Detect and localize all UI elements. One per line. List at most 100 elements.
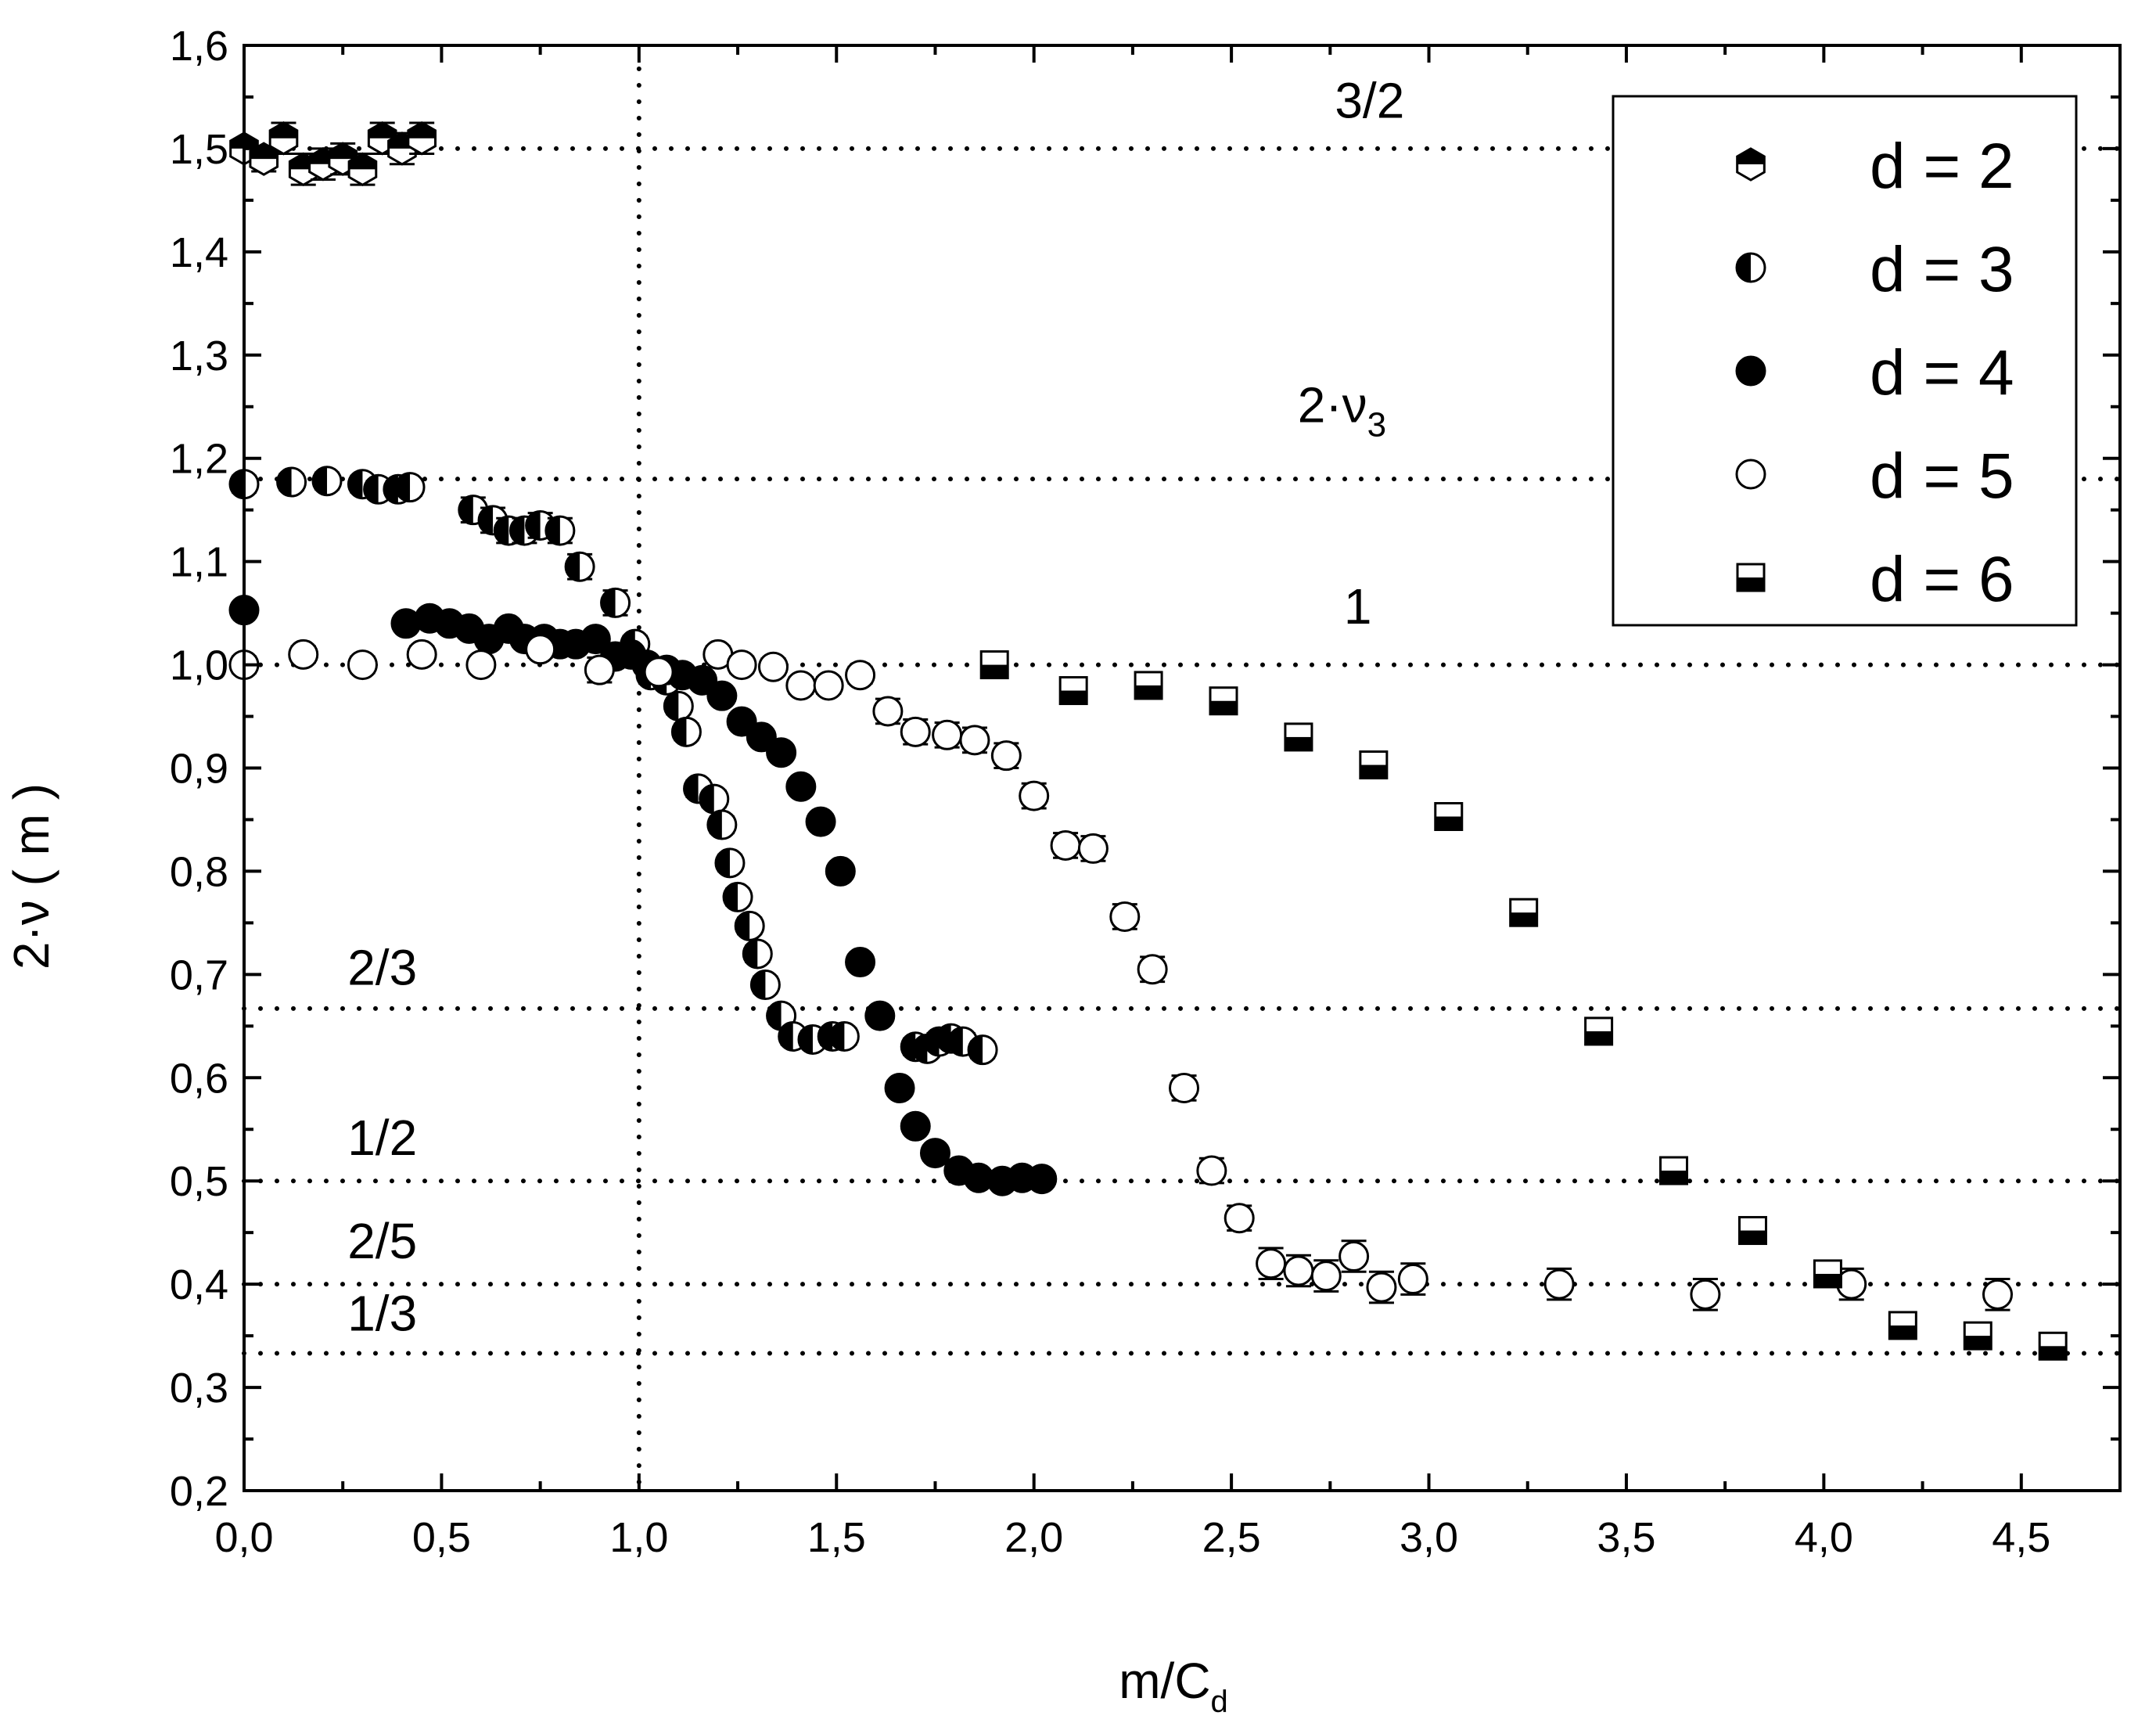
x-axis-title: m/Cd xyxy=(1119,1653,1228,1719)
marker-shape xyxy=(347,649,378,681)
marker-fill xyxy=(383,475,398,504)
data-point xyxy=(406,639,437,670)
marker-fill xyxy=(1814,1273,1842,1287)
marker-shape xyxy=(845,660,876,691)
marker-shape xyxy=(864,1000,896,1031)
legend-marker xyxy=(1735,355,1766,387)
marker-fill xyxy=(684,774,699,803)
marker-fill xyxy=(948,1027,963,1056)
legend: d = 2 d = 3 d = 4 d = 5 d = 6 xyxy=(1612,95,2078,627)
legend-marker xyxy=(1736,147,1766,182)
marker-shape xyxy=(1224,1203,1255,1234)
data-point xyxy=(932,719,963,750)
data-point xyxy=(979,650,1009,680)
marker-fill xyxy=(1737,577,1764,591)
data-point xyxy=(564,551,595,582)
data-point xyxy=(714,847,746,879)
marker-fill xyxy=(724,883,738,912)
marker-shape xyxy=(1690,1279,1721,1310)
marker-shape xyxy=(1543,1268,1575,1300)
data-point xyxy=(1137,954,1168,985)
marker-fill xyxy=(545,516,560,545)
data-point xyxy=(805,806,836,837)
marker-shape xyxy=(1169,1072,1200,1103)
marker-fill xyxy=(936,1024,951,1053)
marker-fill xyxy=(1660,1171,1687,1185)
data-point xyxy=(864,1000,896,1031)
y-tick-label: 1,4 xyxy=(170,229,228,276)
marker-shape xyxy=(525,634,556,665)
x-tick-label: 1,5 xyxy=(807,1514,866,1561)
data-point xyxy=(726,649,757,681)
marker-shape xyxy=(1256,1248,1287,1279)
data-point xyxy=(643,657,674,688)
data-point xyxy=(1737,1216,1767,1246)
data-point xyxy=(525,634,556,665)
marker-fill xyxy=(925,1027,940,1056)
marker-fill xyxy=(230,469,244,498)
x-tick-label: 1,0 xyxy=(609,1514,668,1561)
marker-fill xyxy=(479,505,494,534)
y-tick-label: 1,0 xyxy=(170,642,228,689)
legend-label: d = 3 xyxy=(1870,234,2014,305)
x-tick-label: 4,0 xyxy=(1795,1514,1853,1561)
marker-fill xyxy=(1060,690,1087,704)
marker-fill xyxy=(981,664,1008,678)
axis-tick-labels: 0,0 0,5 1,0 1,5 2,0 2,5 3,0 3,5 4,0 4,5 0,2 0,3 0,4 0… xyxy=(170,23,2050,1561)
marker-shape xyxy=(766,737,797,768)
data-point xyxy=(757,651,789,682)
data-point xyxy=(1397,1264,1428,1295)
data-point xyxy=(766,737,797,768)
marker-shape xyxy=(813,670,844,701)
marker-fill xyxy=(735,912,750,941)
data-point xyxy=(1134,671,1163,700)
marker-shape xyxy=(1735,459,1766,490)
y-tick-label: 1,3 xyxy=(170,333,228,380)
marker-shape xyxy=(1026,1164,1058,1195)
data-point xyxy=(884,1072,915,1103)
data-point xyxy=(706,809,738,840)
marker-shape xyxy=(1397,1264,1428,1295)
data-point xyxy=(1077,833,1109,864)
data-point xyxy=(268,121,299,156)
marker-fill xyxy=(1585,1031,1612,1045)
marker-shape xyxy=(1283,1255,1314,1286)
marker-fill xyxy=(313,466,328,495)
data-point xyxy=(1509,898,1539,927)
marker-fill xyxy=(751,970,766,999)
x-tick-label: 4,5 xyxy=(1992,1514,2050,1561)
y-tick-label: 1,1 xyxy=(170,539,228,586)
y-tick-label: 0,7 xyxy=(170,952,228,998)
y-axis-title: 2·ν ( m ) xyxy=(3,783,59,970)
data-point xyxy=(407,121,437,156)
data-point xyxy=(311,466,343,497)
marker-fill xyxy=(601,588,616,617)
marker-fill xyxy=(830,1022,845,1051)
data-point xyxy=(276,466,307,498)
marker-fill xyxy=(408,122,436,139)
y-tick-label: 1,2 xyxy=(170,436,228,483)
data-point xyxy=(544,515,576,546)
legend-marker xyxy=(1736,563,1766,592)
marker-shape xyxy=(1310,1261,1342,1292)
marker-shape xyxy=(785,670,817,701)
data-point xyxy=(2038,1331,2068,1361)
data-point xyxy=(706,680,738,711)
marker-fill xyxy=(494,516,509,545)
y-tick-label: 1,6 xyxy=(170,23,228,70)
marker-shape xyxy=(465,649,497,681)
marker-fill xyxy=(715,848,730,877)
marker-shape xyxy=(900,1110,931,1142)
marker-fill xyxy=(566,552,580,581)
legend-box xyxy=(1612,95,2078,627)
data-point xyxy=(580,624,611,655)
data-point xyxy=(670,716,702,747)
data-point xyxy=(1224,1203,1255,1234)
x-tick-label: 2,5 xyxy=(1202,1514,1261,1561)
series-d3 xyxy=(228,466,998,1066)
reference-lines xyxy=(242,67,2122,1493)
data-point xyxy=(1339,1241,1370,1272)
legend-label: d = 4 xyxy=(1870,337,2014,408)
marker-fill xyxy=(664,692,679,721)
marker-fill xyxy=(2039,1346,2067,1360)
